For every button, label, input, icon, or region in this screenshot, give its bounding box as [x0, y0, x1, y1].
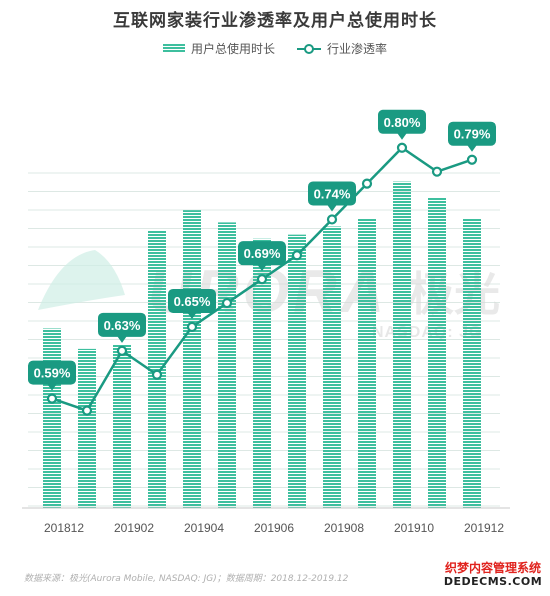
data-label-201906: 0.69%	[238, 241, 286, 272]
bar-201910[interactable]	[393, 181, 411, 508]
line-point-201909[interactable]	[361, 178, 373, 189]
bar-201909[interactable]	[358, 218, 376, 508]
data-label-pointer	[397, 132, 407, 140]
data-label-pointer	[257, 264, 267, 272]
bar-201906[interactable]	[253, 238, 271, 508]
bar-201904[interactable]	[183, 210, 201, 508]
data-label-text: 0.74%	[314, 186, 351, 201]
bar-201901[interactable]	[78, 348, 96, 508]
corner-badge-domain: DEDECMS.COM	[443, 574, 543, 588]
x-tick-201908: 201908	[324, 521, 364, 535]
line-point-201907[interactable]	[291, 250, 303, 261]
data-label-201912: 0.79%	[448, 121, 496, 152]
x-tick-201912: 201912	[464, 521, 504, 535]
line-point-201903[interactable]	[151, 369, 163, 380]
legend-bar-swatch-icon	[162, 44, 185, 53]
data-label-box	[308, 181, 356, 206]
data-label-text: 0.63%	[104, 318, 141, 333]
legend-item-bar[interactable]: 用户总使用时长	[162, 40, 275, 57]
x-tick-201812: 201812	[44, 521, 84, 535]
data-label-pointer	[187, 311, 197, 319]
x-axis-ticks: 201812 201902 201904 201906 201908 201910 2019…	[44, 521, 504, 535]
data-label-box	[448, 121, 496, 146]
data-labels: 0.59% 0.63% 0.65% 0.69% 0.74% 0.80% 0.79%	[28, 109, 496, 391]
data-label-201908: 0.74%	[308, 181, 356, 212]
bar-201905[interactable]	[218, 222, 236, 508]
data-label-box	[28, 360, 76, 385]
legend-label-line: 行业渗透率	[327, 42, 388, 56]
bar-series	[43, 181, 481, 509]
data-label-201910: 0.80%	[378, 109, 426, 140]
data-label-pointer	[117, 335, 127, 343]
line-point-201812[interactable]	[46, 393, 58, 404]
legend-label-bar: 用户总使用时长	[190, 42, 275, 56]
data-label-text: 0.69%	[244, 246, 281, 261]
chart-title: 互联网家装行业渗透率及用户总使用时长	[113, 11, 437, 31]
line-point-201902[interactable]	[116, 345, 128, 356]
line-point-201904[interactable]	[186, 321, 198, 333]
bar-201903[interactable]	[148, 230, 166, 508]
corner-badge[interactable]: 织梦内容管理系统 DEDECMS.COM	[440, 561, 546, 588]
legend: 用户总使用时长 行业渗透率	[0, 40, 550, 57]
data-label-201812: 0.59%	[28, 360, 76, 391]
line-point-201911[interactable]	[431, 166, 443, 177]
data-label-box	[168, 288, 216, 313]
x-tick-201902: 201902	[114, 521, 154, 535]
data-label-pointer	[327, 204, 337, 212]
data-label-pointer	[47, 383, 57, 391]
data-label-text: 0.79%	[454, 127, 491, 142]
data-label-201904: 0.65%	[168, 288, 216, 319]
bar-201908[interactable]	[323, 226, 341, 509]
data-label-201902: 0.63%	[98, 312, 146, 343]
legend-item-line[interactable]: 行业渗透率	[297, 40, 387, 57]
corner-badge-title: 织梦内容管理系统	[444, 561, 541, 575]
line-point-201908[interactable]	[326, 214, 338, 225]
x-tick-201906: 201906	[254, 521, 294, 535]
bar-201907[interactable]	[288, 234, 306, 508]
bar-201911[interactable]	[428, 197, 446, 509]
x-tick-201904: 201904	[184, 521, 224, 535]
line-point-201901[interactable]	[81, 405, 93, 416]
line-series	[46, 142, 478, 416]
data-label-text: 0.59%	[34, 366, 71, 381]
data-label-pointer	[467, 144, 477, 152]
data-label-box	[98, 312, 146, 337]
x-tick-201910: 201910	[394, 521, 434, 535]
data-label-text: 0.80%	[384, 115, 421, 130]
watermark-chinese: 极光	[408, 267, 500, 321]
line-point-201912[interactable]	[466, 154, 478, 165]
line-point-201905[interactable]	[221, 297, 233, 309]
bar-201812[interactable]	[43, 328, 61, 508]
bar-201912[interactable]	[463, 218, 481, 508]
data-label-box	[378, 109, 426, 134]
source-note: 数据来源：极光(Aurora Mobile, NASDAQ: JG)；数据周期：…	[24, 574, 349, 584]
data-label-box	[238, 241, 286, 266]
legend-line-swatch-icon	[297, 43, 321, 54]
line-point-201906[interactable]	[256, 274, 268, 285]
data-label-text: 0.65%	[174, 294, 211, 309]
line-point-201910[interactable]	[396, 142, 408, 153]
watermark-shape-icon	[38, 250, 125, 310]
bar-201902[interactable]	[113, 344, 131, 508]
